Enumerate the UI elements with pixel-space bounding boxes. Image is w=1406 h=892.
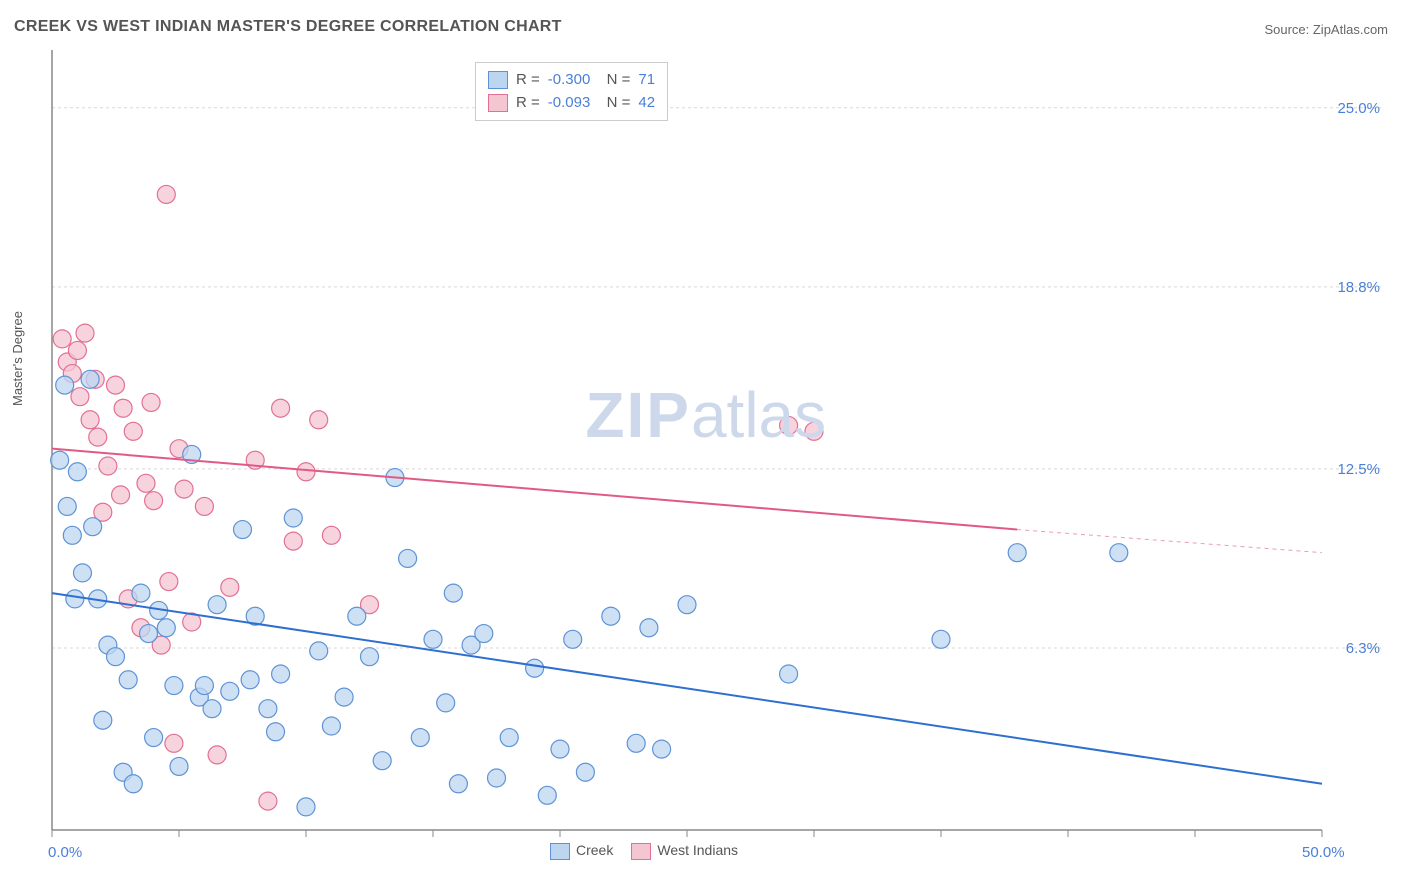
westindian-swatch-icon (488, 94, 508, 112)
westindian-label: West Indians (657, 842, 738, 858)
westindian-r-value: -0.093 (548, 92, 591, 115)
westindian-n-value: 42 (638, 92, 655, 115)
x-axis-min-label: 0.0% (48, 844, 82, 861)
westindian-swatch-icon (631, 843, 651, 860)
svg-text:12.5%: 12.5% (1337, 461, 1380, 478)
n-label: N = (598, 92, 630, 115)
r-label: R = (516, 69, 540, 92)
creek-r-value: -0.300 (548, 69, 591, 92)
creek-label: Creek (576, 842, 613, 858)
r-label: R = (516, 92, 540, 115)
svg-text:6.3%: 6.3% (1346, 640, 1380, 657)
creek-swatch-icon (550, 843, 570, 860)
series-legend: Creek West Indians (550, 842, 738, 860)
x-axis-max-label: 50.0% (1302, 844, 1345, 861)
svg-text:18.8%: 18.8% (1337, 279, 1380, 296)
legend-item-creek: Creek (550, 842, 613, 860)
correlation-chart: 6.3% 12.5% 18.8% 25.0% (0, 0, 1406, 892)
legend-item-westindian: West Indians (631, 842, 738, 860)
legend-row-westindian: R = -0.093 N = 42 (488, 92, 655, 115)
creek-n-value: 71 (638, 69, 655, 92)
svg-text:25.0%: 25.0% (1337, 100, 1380, 117)
creek-swatch-icon (488, 71, 508, 89)
n-label: N = (598, 69, 630, 92)
correlation-legend: R = -0.300 N = 71 R = -0.093 N = 42 (475, 62, 668, 121)
legend-row-creek: R = -0.300 N = 71 (488, 69, 655, 92)
